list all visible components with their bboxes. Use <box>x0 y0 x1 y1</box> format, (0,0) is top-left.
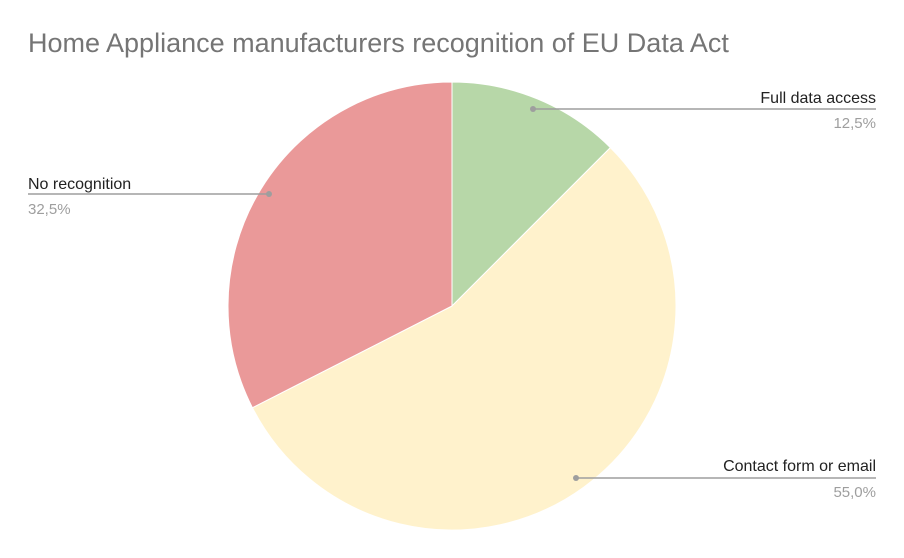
chart-title: Home Appliance manufacturers recognition… <box>28 28 729 58</box>
pie-slice-1 <box>451 81 612 308</box>
pie-slice-2 <box>251 146 677 531</box>
pie-labels: Full data access 12,5% Contact form or ema… <box>28 90 876 501</box>
pie-slices <box>227 81 677 531</box>
pie-slice-3 <box>227 81 453 409</box>
leader-dot-2 <box>573 475 579 481</box>
slice-value-2: 55,0% <box>833 484 876 501</box>
slice-value-1: 12,5% <box>833 115 876 132</box>
slice-label-2: Contact form or email <box>723 458 876 475</box>
leader-dot-1 <box>530 106 536 112</box>
slice-label-3: No recognition <box>28 176 131 193</box>
slice-value-3: 32,5% <box>28 201 71 218</box>
leader-dot-3 <box>266 191 272 197</box>
slice-label-1: Full data access <box>760 90 876 107</box>
